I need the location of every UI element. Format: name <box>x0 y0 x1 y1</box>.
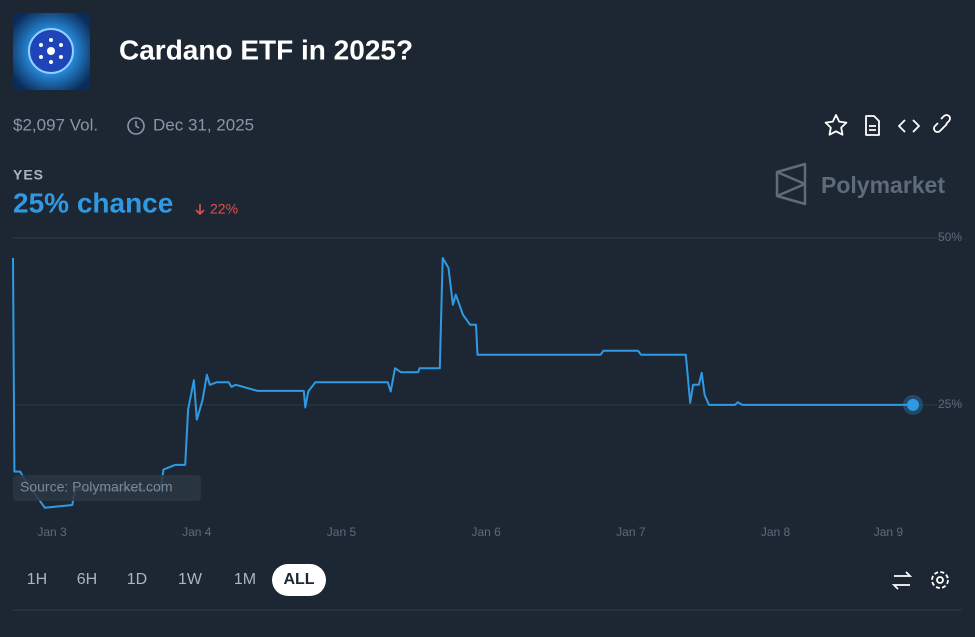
x-tick-label: Jan 4 <box>182 525 212 539</box>
market-icon <box>13 13 90 90</box>
x-tick-label: Jan 7 <box>616 525 646 539</box>
range-button-bg <box>272 564 326 596</box>
range-button[interactable]: 1W <box>178 571 203 588</box>
link-button[interactable] <box>933 114 951 133</box>
x-tick-label: Jan 9 <box>874 525 904 539</box>
x-tick-label: Jan 6 <box>471 525 501 539</box>
range-button-label[interactable]: 1M <box>234 571 256 588</box>
down-arrow <box>195 204 205 216</box>
change: 22% <box>210 201 238 217</box>
range-button-label[interactable]: 1D <box>127 571 147 588</box>
range-button[interactable]: 1D <box>127 571 147 588</box>
range-button-label[interactable]: 1W <box>178 571 203 588</box>
source-badge <box>13 475 201 501</box>
current-point <box>907 398 919 411</box>
price-line <box>12 257 913 509</box>
brand: Polymarket <box>821 172 945 198</box>
title: Cardano ETF in 2025? <box>119 34 413 65</box>
outcome-label: YES <box>13 167 44 183</box>
settings-button[interactable] <box>931 571 949 589</box>
range-button[interactable]: 1H <box>27 571 47 588</box>
swap-button[interactable] <box>891 571 913 590</box>
x-tick-label: Jan 5 <box>327 525 357 539</box>
volume: $2,097 Vol. <box>13 115 98 134</box>
range-button[interactable]: 1M <box>234 571 256 588</box>
range-button-label[interactable]: 6H <box>77 571 97 588</box>
range-button[interactable]: 6H <box>77 571 97 588</box>
range-button-label[interactable]: ALL <box>283 571 314 588</box>
end-date: Dec 31, 2025 <box>153 115 254 134</box>
source: Source: Polymarket.com <box>20 479 173 495</box>
chance: 25% chance <box>13 187 173 218</box>
brand-logo <box>775 162 807 206</box>
x-tick-label: Jan 8 <box>761 525 791 539</box>
star-button[interactable] <box>824 114 848 136</box>
range-button[interactable]: ALL <box>272 564 326 596</box>
clock-icon <box>127 117 145 135</box>
x-tick-label: Jan 3 <box>37 525 67 539</box>
embed-button[interactable] <box>898 119 920 133</box>
y-tick-label: 25% <box>938 397 962 411</box>
range-button-label[interactable]: 1H <box>27 571 47 588</box>
y-tick-label: 50% <box>938 230 962 244</box>
document-button[interactable] <box>865 115 880 136</box>
